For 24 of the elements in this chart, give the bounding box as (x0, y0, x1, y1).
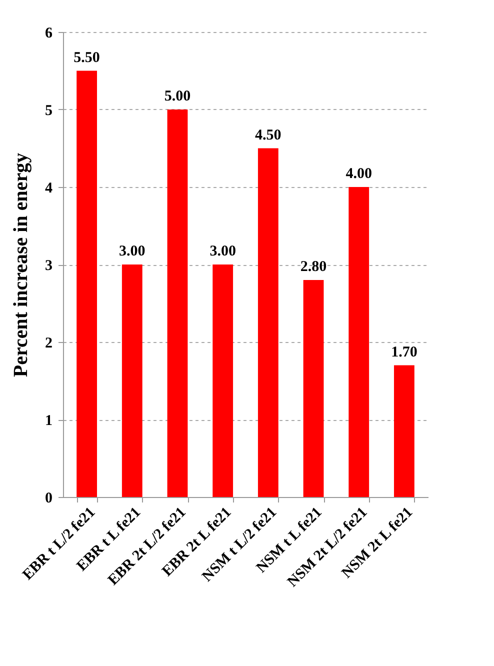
data-label: 3.00 (119, 244, 146, 260)
y-tick-label: 6 (45, 26, 53, 42)
y-tick-label: 3 (45, 258, 52, 274)
bar (258, 148, 278, 497)
y-tick-label: 5 (45, 103, 52, 119)
bar (167, 110, 188, 497)
data-label: 5.00 (164, 88, 191, 104)
bar (394, 365, 414, 497)
data-label: 3.00 (210, 244, 236, 260)
bar (212, 264, 234, 497)
bar (303, 280, 324, 497)
y-tick-label: 2 (45, 336, 52, 352)
data-label: 4.50 (255, 127, 282, 144)
bar (348, 187, 370, 497)
bar (76, 70, 98, 497)
data-label: 2.80 (300, 259, 327, 275)
y-tick-label: 0 (45, 490, 52, 506)
y-tick-label: 1 (45, 413, 52, 429)
data-label: 5.50 (74, 50, 100, 66)
data-label: 1.70 (391, 344, 418, 360)
bar (122, 264, 142, 497)
data-label: 4.00 (346, 166, 372, 182)
y-tick-label: 4 (45, 180, 53, 196)
y-axis-title: Percent increase in energy (10, 152, 32, 378)
